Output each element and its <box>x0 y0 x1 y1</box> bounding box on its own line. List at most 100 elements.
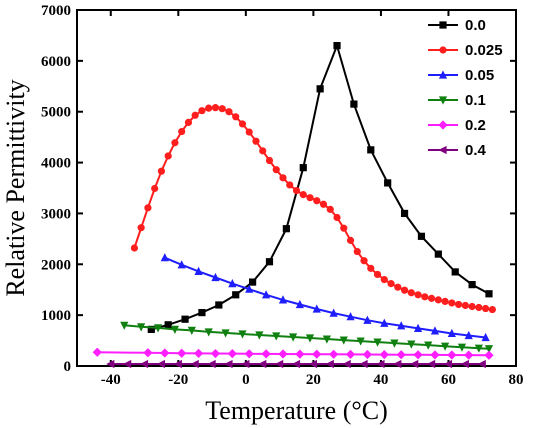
data-point <box>156 359 166 369</box>
x-axis-label: Temperature (°C) <box>205 396 388 425</box>
data-point <box>259 147 267 155</box>
legend-entry: 0.025 <box>428 42 503 59</box>
data-point <box>340 224 348 232</box>
data-point <box>440 342 450 351</box>
data-point <box>181 315 189 323</box>
legend-label: 0.4 <box>465 142 487 159</box>
y-tick-label: 5000 <box>41 105 71 121</box>
legend-marker <box>439 21 447 29</box>
data-point <box>210 348 221 359</box>
data-point <box>325 359 334 369</box>
data-point <box>367 146 375 154</box>
data-point <box>424 341 433 350</box>
data-point <box>191 111 199 119</box>
data-point <box>350 100 358 108</box>
data-point <box>345 349 356 360</box>
data-point <box>139 359 149 369</box>
data-point <box>447 328 456 338</box>
y-tick-label: 3000 <box>41 206 71 222</box>
series-line <box>133 106 493 311</box>
data-point <box>173 359 182 369</box>
data-point <box>353 247 361 256</box>
data-point <box>278 295 288 304</box>
data-point <box>488 305 496 314</box>
data-point <box>322 335 331 344</box>
data-point <box>160 253 169 262</box>
data-point <box>106 359 115 369</box>
data-point <box>481 332 490 342</box>
legend-label: 0.05 <box>465 67 494 84</box>
legend-entry: 0.0 <box>428 17 486 34</box>
x-tick-label: -40 <box>101 372 121 388</box>
data-point <box>153 324 163 333</box>
data-point <box>160 348 170 358</box>
y-tick-label: 2000 <box>41 257 71 273</box>
data-point <box>329 349 339 359</box>
data-point <box>448 299 456 307</box>
data-point <box>194 266 203 276</box>
data-point <box>147 325 155 333</box>
data-point <box>454 300 463 309</box>
data-series <box>92 42 496 369</box>
data-point <box>205 104 213 112</box>
data-point <box>252 137 260 145</box>
data-point <box>204 328 213 337</box>
legend-entry: 0.2 <box>428 117 486 134</box>
data-point <box>123 359 132 369</box>
data-point <box>282 225 290 233</box>
data-point <box>228 279 237 288</box>
data-point <box>346 312 355 321</box>
data-point <box>376 359 385 369</box>
legend-label: 0.2 <box>465 117 486 134</box>
data-point <box>379 350 389 360</box>
data-point <box>362 349 373 360</box>
data-point <box>421 293 429 301</box>
data-point <box>342 359 351 369</box>
data-point <box>434 296 442 304</box>
data-point <box>232 291 240 299</box>
data-point <box>170 325 180 334</box>
data-point <box>474 344 483 353</box>
data-point <box>178 127 186 136</box>
data-point <box>305 334 315 343</box>
data-point <box>164 321 172 329</box>
data-point <box>306 194 314 202</box>
x-tick-label: -20 <box>168 372 188 388</box>
data-point <box>218 105 226 113</box>
data-point <box>394 283 402 291</box>
data-point <box>413 350 423 360</box>
data-point <box>443 359 453 369</box>
y-tick-label: 7000 <box>41 3 71 19</box>
data-point <box>457 343 467 352</box>
data-point <box>390 339 399 348</box>
data-point <box>289 333 298 342</box>
data-point <box>430 350 440 360</box>
y-tick-label: 1000 <box>41 308 71 324</box>
data-point <box>120 321 129 330</box>
data-point <box>407 289 415 297</box>
legend-marker <box>438 96 448 105</box>
legend-marker <box>438 70 448 79</box>
data-point <box>484 350 494 360</box>
data-point <box>238 120 247 128</box>
data-point <box>363 315 372 324</box>
y-tick-label: 0 <box>64 359 72 375</box>
data-point <box>427 294 436 302</box>
data-point <box>461 301 469 310</box>
x-tick-label: 20 <box>306 372 321 388</box>
data-point <box>130 244 139 252</box>
data-point <box>400 286 409 294</box>
data-point <box>356 337 365 346</box>
data-point <box>397 321 406 330</box>
y-tick-label: 6000 <box>41 54 71 70</box>
series-0-025 <box>130 104 496 314</box>
data-point <box>215 301 223 309</box>
data-point <box>295 299 304 309</box>
data-point <box>380 318 389 327</box>
data-point <box>485 290 493 298</box>
data-point <box>265 258 274 266</box>
data-point <box>482 304 490 313</box>
data-point <box>249 278 257 286</box>
legend-label: 0.025 <box>465 42 503 59</box>
data-point <box>275 359 284 369</box>
